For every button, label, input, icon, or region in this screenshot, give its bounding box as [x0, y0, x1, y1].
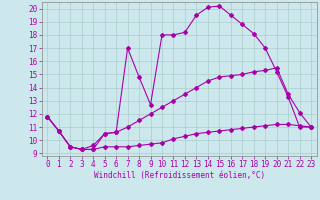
X-axis label: Windchill (Refroidissement éolien,°C): Windchill (Refroidissement éolien,°C) [94, 171, 265, 180]
